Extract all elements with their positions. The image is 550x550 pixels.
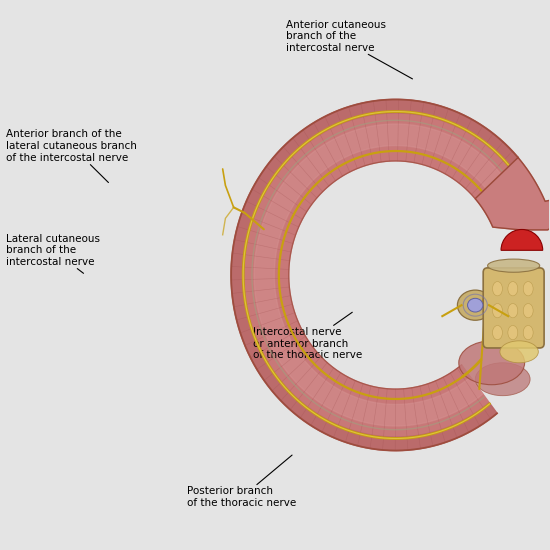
Text: Intercostal nerve
or anterior branch
of the thoracic nerve: Intercostal nerve or anterior branch of … [253,312,362,360]
Wedge shape [501,229,543,250]
Ellipse shape [458,290,493,320]
Ellipse shape [488,259,540,272]
Text: Lateral cutaneous
branch of the
intercostal nerve: Lateral cutaneous branch of the intercos… [6,234,100,273]
Text: Anterior branch of the
lateral cutaneous branch
of the intercostal nerve: Anterior branch of the lateral cutaneous… [6,129,137,183]
Polygon shape [475,157,550,230]
Ellipse shape [508,282,518,296]
Ellipse shape [492,282,502,296]
Text: Anterior cutaneous
branch of the
intercostal nerve: Anterior cutaneous branch of the interco… [286,20,412,79]
Ellipse shape [508,326,518,340]
Ellipse shape [492,304,502,318]
Polygon shape [231,100,518,450]
Ellipse shape [508,304,518,318]
Ellipse shape [523,326,533,340]
Ellipse shape [475,363,530,395]
Polygon shape [231,100,518,450]
Ellipse shape [459,341,525,384]
Text: Posterior branch
of the thoracic nerve: Posterior branch of the thoracic nerve [187,455,296,508]
Ellipse shape [500,341,538,363]
Polygon shape [254,124,501,426]
Ellipse shape [523,282,533,296]
Ellipse shape [492,326,502,340]
Ellipse shape [468,298,483,312]
Ellipse shape [523,304,533,318]
FancyBboxPatch shape [483,268,544,348]
